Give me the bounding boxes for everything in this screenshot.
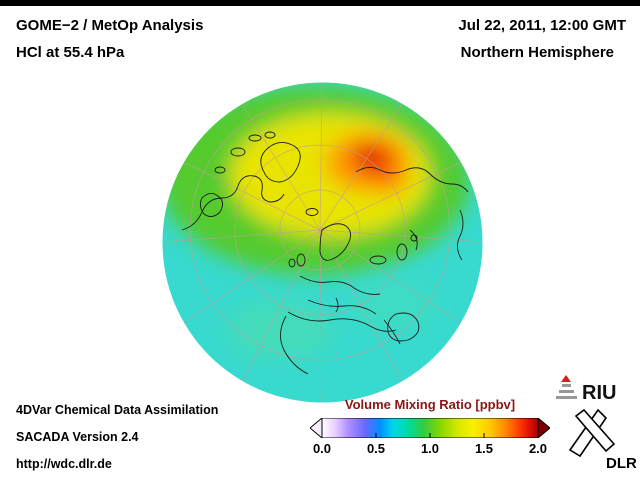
colorbar-block: Volume Mixing Ratio [ppbv] [304,397,556,457]
assimilation-line: 4DVar Chemical Data Assimilation [16,403,219,417]
tick-label-4: 2.0 [528,441,548,456]
tick-label-0: 0.0 [312,441,332,456]
colorbar [310,418,550,438]
hemisphere-map [162,82,483,403]
graticule [162,82,483,403]
riu-logo: RIU [556,375,616,404]
tick-label-2: 1.0 [420,441,440,456]
colorbar-left-arrow [310,418,323,438]
dlr-wordmark: DLR [606,455,636,472]
riu-mark-icon [556,375,577,399]
dlr-logo: DLR [568,408,636,472]
version-line: SACADA Version 2.4 [16,430,139,444]
url-line: http://wdc.dlr.de [16,457,112,471]
coastlines [181,131,469,375]
analysis-title: GOME−2 / MetOp Analysis [16,17,204,34]
tick-label-3: 1.5 [474,441,494,456]
title-block: GOME−2 / MetOp Analysis HCl at 55.4 hPa [16,12,203,66]
colorbar-right-arrow [537,418,550,438]
colorbar-tick-marks [375,433,485,438]
region-line: Northern Hemisphere [460,44,614,61]
mixing-ratio-field [162,85,470,360]
date-line: Jul 22, 2011, 12:00 GMT [458,17,626,34]
attribution-block: 4DVar Chemical Data Assimilation SACADA … [16,397,218,478]
top-border-bar [0,0,640,6]
species-level-title: HCl at 55.4 hPa [16,44,125,61]
dlr-mark-icon [568,408,616,458]
datetime-block: Jul 22, 2011, 12:00 GMT Northern Hemisph… [458,12,626,66]
tick-label-1: 0.5 [366,441,386,456]
colorbar-tick-labels: 0.0 0.5 1.0 1.5 2.0 [304,441,556,457]
colorbar-title: Volume Mixing Ratio [ppbv] [344,397,516,412]
riu-wordmark: RIU [582,382,616,404]
